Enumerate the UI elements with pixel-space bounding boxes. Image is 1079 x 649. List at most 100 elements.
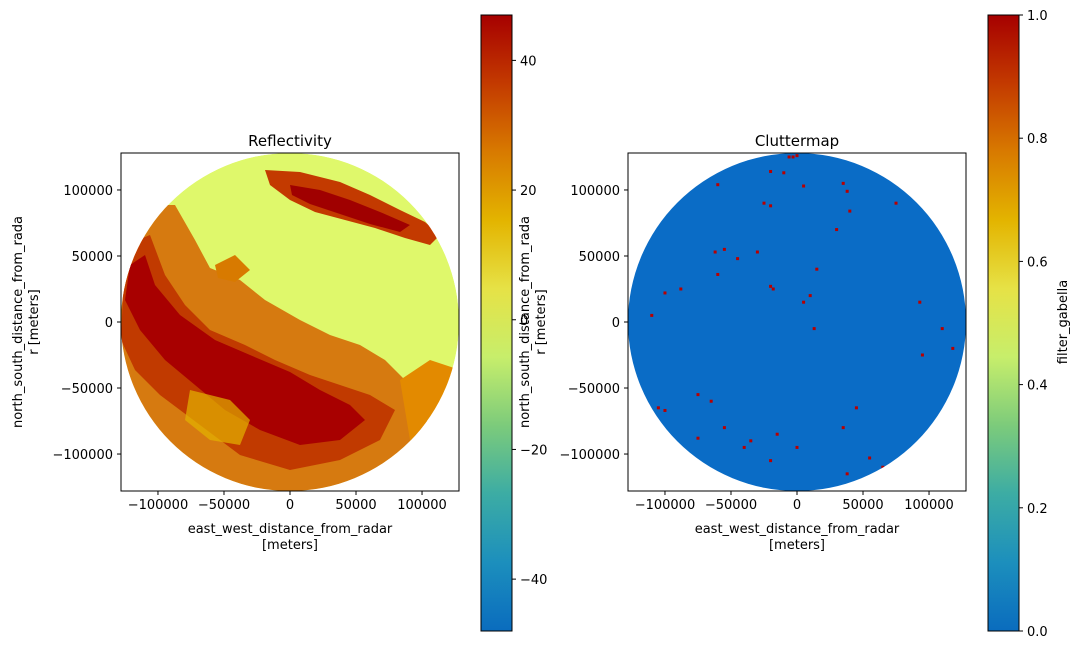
reflectivity-xlabel: east_west_distance_from_radar	[188, 522, 393, 537]
cluttermap-xtick-label: −100000	[635, 498, 696, 513]
cluttermap-xtick-label: −50000	[705, 498, 757, 513]
reflectivity-ytick-label: 100000	[63, 184, 113, 199]
reflectivity-ytick-label: 50000	[72, 250, 113, 265]
cluttermap-colorbar-tick-label: 0.0	[1027, 625, 1048, 640]
reflectivity-xtick-label: −100000	[128, 498, 189, 513]
clutter-point	[769, 204, 773, 208]
clutter-point	[742, 445, 746, 449]
cluttermap-ytick-label: 0	[612, 316, 620, 331]
reflectivity-colorbar-ticks: 40 20 0 −20 −40	[512, 54, 547, 588]
cluttermap-title: Cluttermap	[755, 132, 839, 150]
clutter-point	[920, 353, 924, 357]
reflectivity-xlabel-unit: [meters]	[262, 538, 318, 553]
clutter-point	[709, 399, 713, 403]
cluttermap-colorbar-tick-label: 1.0	[1027, 9, 1048, 24]
clutter-point	[787, 155, 791, 159]
cluttermap-xtick-label: 0	[793, 498, 801, 513]
reflectivity-axes: −100000 −50000 0 50000 100000 100000 50000 0 −50…	[52, 184, 446, 513]
reflectivity-title: Reflectivity	[248, 132, 332, 150]
clutter-point	[808, 294, 812, 298]
clutter-point	[812, 327, 816, 331]
reflectivity-panel: Reflectivity −100000 −50000 0 50000 100000 10…	[11, 132, 460, 553]
reflectivity-ylabel-cont: r [meters]	[27, 289, 42, 355]
reflectivity-weak-echo	[185, 390, 250, 445]
clutter-point	[845, 189, 849, 193]
reflectivity-ytick-label: −100000	[52, 448, 113, 463]
clutter-point	[775, 432, 779, 436]
clutter-point	[835, 228, 839, 232]
clutter-point	[951, 346, 955, 350]
cluttermap-ytick-label: −100000	[559, 448, 620, 463]
reflectivity-small-cell	[215, 255, 250, 282]
clutter-point	[841, 181, 845, 185]
clutter-point	[769, 169, 773, 173]
cluttermap-field	[628, 153, 966, 491]
reflectivity-colorbar-tick-label: −20	[520, 443, 547, 458]
clutter-point	[650, 313, 654, 317]
reflectivity-echo-peak	[125, 255, 365, 445]
reflectivity-colorbar-ylabel-cont: r [meters]	[534, 289, 549, 355]
clutter-point	[841, 426, 845, 430]
reflectivity-xtick-label: 100000	[397, 498, 447, 513]
clutter-point	[716, 272, 720, 276]
clutter-point	[795, 154, 799, 158]
cluttermap-colorbar-tick-label: 0.2	[1027, 502, 1048, 517]
reflectivity-ytick-label: 0	[105, 316, 113, 331]
clutter-point	[604, 321, 607, 324]
clutter-point	[663, 408, 667, 412]
clutter-point	[656, 406, 660, 410]
clutter-point	[854, 406, 858, 410]
reflectivity-colorbar-fill	[480, 14, 513, 632]
cluttermap-xlabel: east_west_distance_from_radar	[695, 522, 900, 537]
cluttermap-colorbar: 1.0 0.8 0.6 0.4 0.2 0.0 filter_gabella	[987, 9, 1071, 640]
cluttermap-ytick-label: 100000	[570, 184, 620, 199]
reflectivity-ytick-label: −50000	[61, 382, 113, 397]
clutter-point	[722, 247, 726, 251]
cluttermap-colorbar-fill	[987, 14, 1020, 632]
clutter-point	[791, 155, 795, 159]
clutter-point	[771, 287, 775, 291]
reflectivity-north-band-core	[290, 185, 410, 232]
cluttermap-colorbar-ticks: 1.0 0.8 0.6 0.4 0.2 0.0	[1019, 9, 1048, 640]
reflectivity-colorbar: 40 20 0 −20 −40 north_south_distance_from_ra…	[480, 14, 549, 632]
cluttermap-colorbar-tick-label: 0.6	[1027, 255, 1048, 270]
clutter-point	[769, 459, 773, 463]
clutter-point	[713, 250, 717, 254]
clutter-point	[894, 201, 898, 205]
clutter-point	[696, 393, 700, 397]
clutter-point	[749, 439, 753, 443]
clutter-point	[815, 267, 819, 271]
reflectivity-field	[121, 153, 459, 491]
clutter-point	[881, 465, 885, 469]
reflectivity-colorbar-tick-label: −40	[520, 573, 547, 588]
clutter-point	[722, 426, 726, 430]
clutter-point	[679, 287, 683, 291]
clutter-point	[918, 300, 922, 304]
clutter-point	[845, 472, 849, 476]
reflectivity-ylabel: north_south_distance_from_rada	[11, 216, 26, 428]
reflectivity-colorbar-tick-label: 20	[520, 184, 537, 199]
clutter-point	[782, 171, 786, 175]
cluttermap-xtick-label: 100000	[904, 498, 954, 513]
reflectivity-colorbar-tick-label: 40	[520, 54, 537, 69]
reflectivity-colorbar-tick-label: 0	[520, 314, 528, 329]
clutter-point	[795, 445, 799, 449]
reflectivity-xtick-label: 50000	[335, 498, 376, 513]
cluttermap-xtick-label: 50000	[842, 498, 883, 513]
cluttermap-ytick-label: −50000	[568, 382, 620, 397]
clutter-point	[802, 184, 806, 188]
reflectivity-xtick-label: −50000	[198, 498, 250, 513]
clutter-point	[736, 257, 740, 261]
cluttermap-colorbar-label: filter_gabella	[1056, 280, 1071, 364]
clutter-point	[762, 201, 766, 205]
cluttermap-colorbar-tick-label: 0.8	[1027, 132, 1048, 147]
clutter-point	[848, 209, 852, 213]
clutter-point	[755, 250, 759, 254]
cluttermap-xlabel-unit: [meters]	[769, 538, 825, 553]
cluttermap-colorbar-tick-label: 0.4	[1027, 379, 1048, 394]
reflectivity-colorbar-ylabel: north_south_distance_from_rada	[518, 216, 533, 428]
clutter-point	[769, 284, 773, 288]
clutter-point	[940, 327, 944, 331]
clutter-point	[868, 456, 872, 460]
